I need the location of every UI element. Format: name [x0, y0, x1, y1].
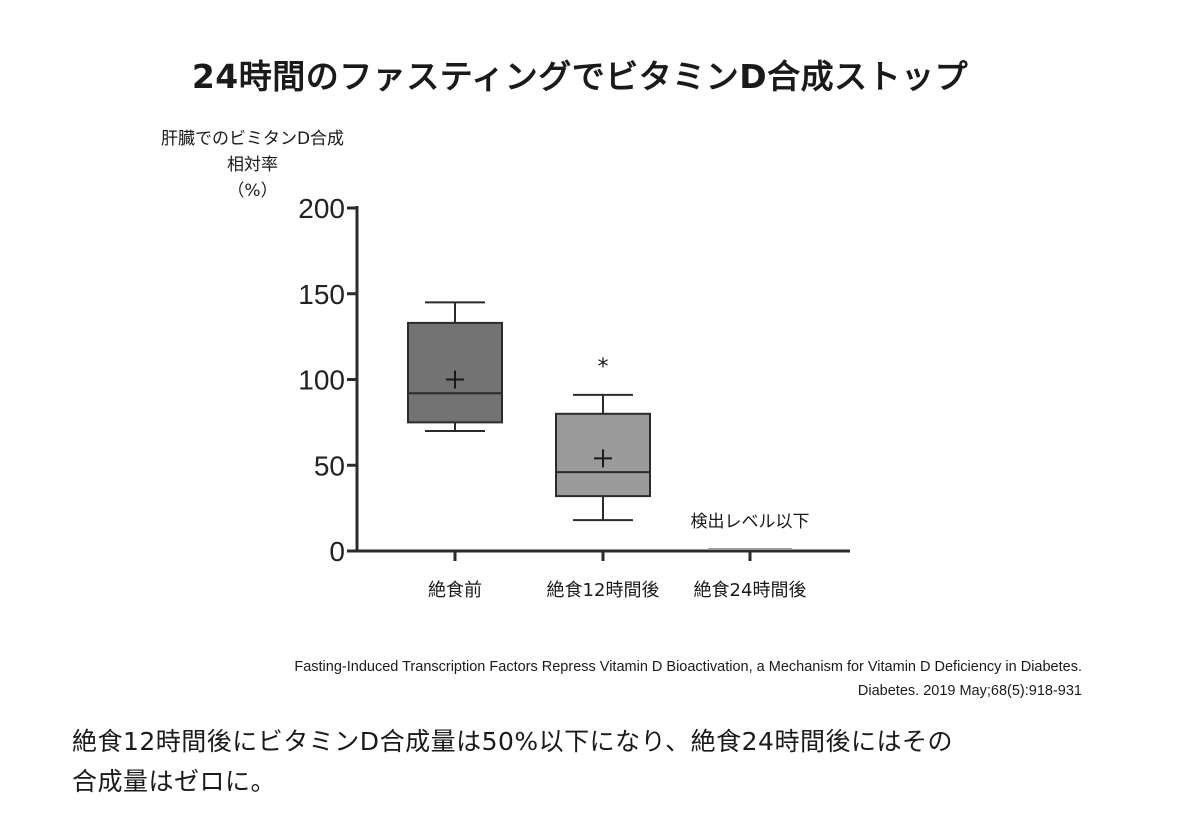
- y-tick-label: 50: [314, 450, 345, 481]
- y-axis-label-line-3: （%）: [227, 181, 278, 201]
- x-tick-label: 絶食12時間後: [547, 580, 660, 601]
- x-tick-label: 絶食前: [428, 580, 482, 601]
- caption: 絶食12時間後にビタミンD合成量は50%以下になり、絶食24時間後にはその 合成…: [72, 722, 1112, 802]
- y-axis-label: 肝臓でのビミタンD合成 相対率 （%）: [140, 126, 365, 204]
- y-tick-label: 0: [329, 536, 345, 567]
- y-tick-label: 200: [298, 193, 345, 224]
- citation-title: Fasting-Induced Transcription Factors Re…: [294, 659, 1082, 675]
- below-detection-label: 検出レベル以下: [691, 512, 810, 532]
- citation-journal: Diabetes. 2019 May;68(5):918-931: [857, 683, 1082, 699]
- citation: Fasting-Induced Transcription Factors Re…: [294, 655, 1082, 703]
- significance-marker: *: [598, 355, 609, 380]
- y-axis-label-line-2: 相対率: [227, 155, 278, 175]
- x-tick-label: 絶食24時間後: [694, 580, 807, 601]
- chart-title: 24時間のファスティングでビタミンD合成ストップ: [191, 57, 969, 96]
- y-tick-label: 100: [298, 365, 345, 396]
- y-axis-label-line-1: 肝臓でのビミタンD合成: [160, 129, 345, 149]
- caption-line-1: 絶食12時間後にビタミンD合成量は50%以下になり、絶食24時間後にはその: [72, 727, 953, 756]
- caption-line-2: 合成量はゼロに。: [72, 767, 277, 796]
- y-tick-label: 150: [298, 279, 345, 310]
